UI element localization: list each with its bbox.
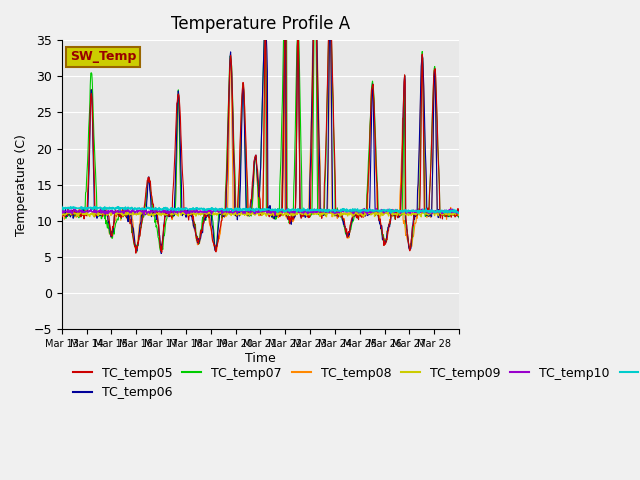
Y-axis label: Temperature (C): Temperature (C) xyxy=(15,134,28,236)
Text: SW_Temp: SW_Temp xyxy=(70,50,136,63)
X-axis label: Time: Time xyxy=(245,352,276,365)
Legend: TC_temp05, TC_temp06, TC_temp07, TC_temp08, TC_temp09, TC_temp10, TC_temp11: TC_temp05, TC_temp06, TC_temp07, TC_temp… xyxy=(68,362,640,404)
Title: Temperature Profile A: Temperature Profile A xyxy=(171,15,350,33)
